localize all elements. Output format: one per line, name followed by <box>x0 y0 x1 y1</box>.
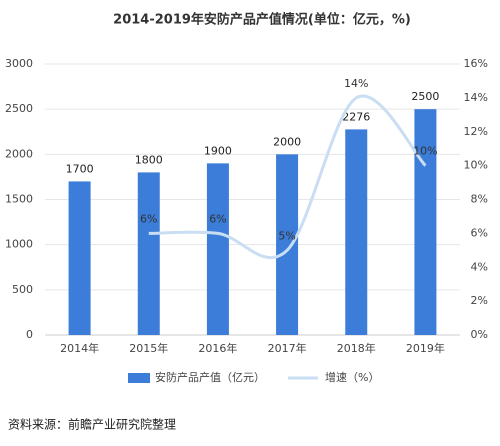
x-tick-label: 2019年 <box>406 341 445 355</box>
chart-title: 2014-2019年安防产品产值情况(单位：亿元，%) <box>113 12 411 28</box>
y-tick-label: 3000 <box>5 57 33 70</box>
x-tick-label: 2014年 <box>60 341 99 355</box>
x-tick-label: 2018年 <box>337 341 376 355</box>
data-label: 2500 <box>411 90 439 103</box>
data-label: 2276 <box>342 110 370 123</box>
y-tick-label: 1500 <box>5 193 33 206</box>
y2-tick-label: 16% <box>464 57 488 70</box>
bar <box>68 181 91 335</box>
data-label: 1800 <box>135 153 163 166</box>
data-label: 10% <box>413 145 437 158</box>
data-label: 5% <box>278 229 295 242</box>
y2-tick-label: 6% <box>471 226 488 239</box>
source: 资料来源：前瞻产业研究院整理 <box>8 417 176 432</box>
bar <box>276 154 299 335</box>
y2-tick-label: 2% <box>471 294 488 307</box>
data-label: 2000 <box>273 135 301 148</box>
bar <box>206 163 229 335</box>
bar <box>137 172 160 335</box>
data-label: 1700 <box>66 162 94 175</box>
y-tick-label: 2500 <box>5 102 33 115</box>
y2-tick-label: 8% <box>471 193 488 206</box>
x-tick-label: 2016年 <box>198 341 237 355</box>
y2-tick-label: 0% <box>471 328 488 341</box>
y-tick-label: 2000 <box>5 147 33 160</box>
y2-tick-label: 12% <box>464 125 488 138</box>
data-label: 1900 <box>204 144 232 157</box>
legend-label: 安防产品产值（亿元） <box>155 370 265 384</box>
y-tick-label: 1000 <box>5 238 33 251</box>
y2-tick-label: 4% <box>471 260 488 273</box>
data-label: 14% <box>344 77 368 90</box>
data-label: 6% <box>209 212 226 225</box>
legend-label: 增速（%） <box>325 370 379 384</box>
y2-tick-label: 10% <box>464 159 488 172</box>
y-tick-label: 500 <box>12 283 33 296</box>
bar <box>345 129 368 335</box>
line <box>148 94 427 259</box>
legend-swatch <box>128 373 150 383</box>
bar <box>414 109 437 336</box>
y-tick-label: 0 <box>26 328 33 341</box>
x-tick-label: 2015年 <box>129 341 168 355</box>
y2-tick-label: 14% <box>464 91 488 104</box>
x-tick-label: 2017年 <box>268 341 307 355</box>
data-label: 6% <box>140 212 157 225</box>
